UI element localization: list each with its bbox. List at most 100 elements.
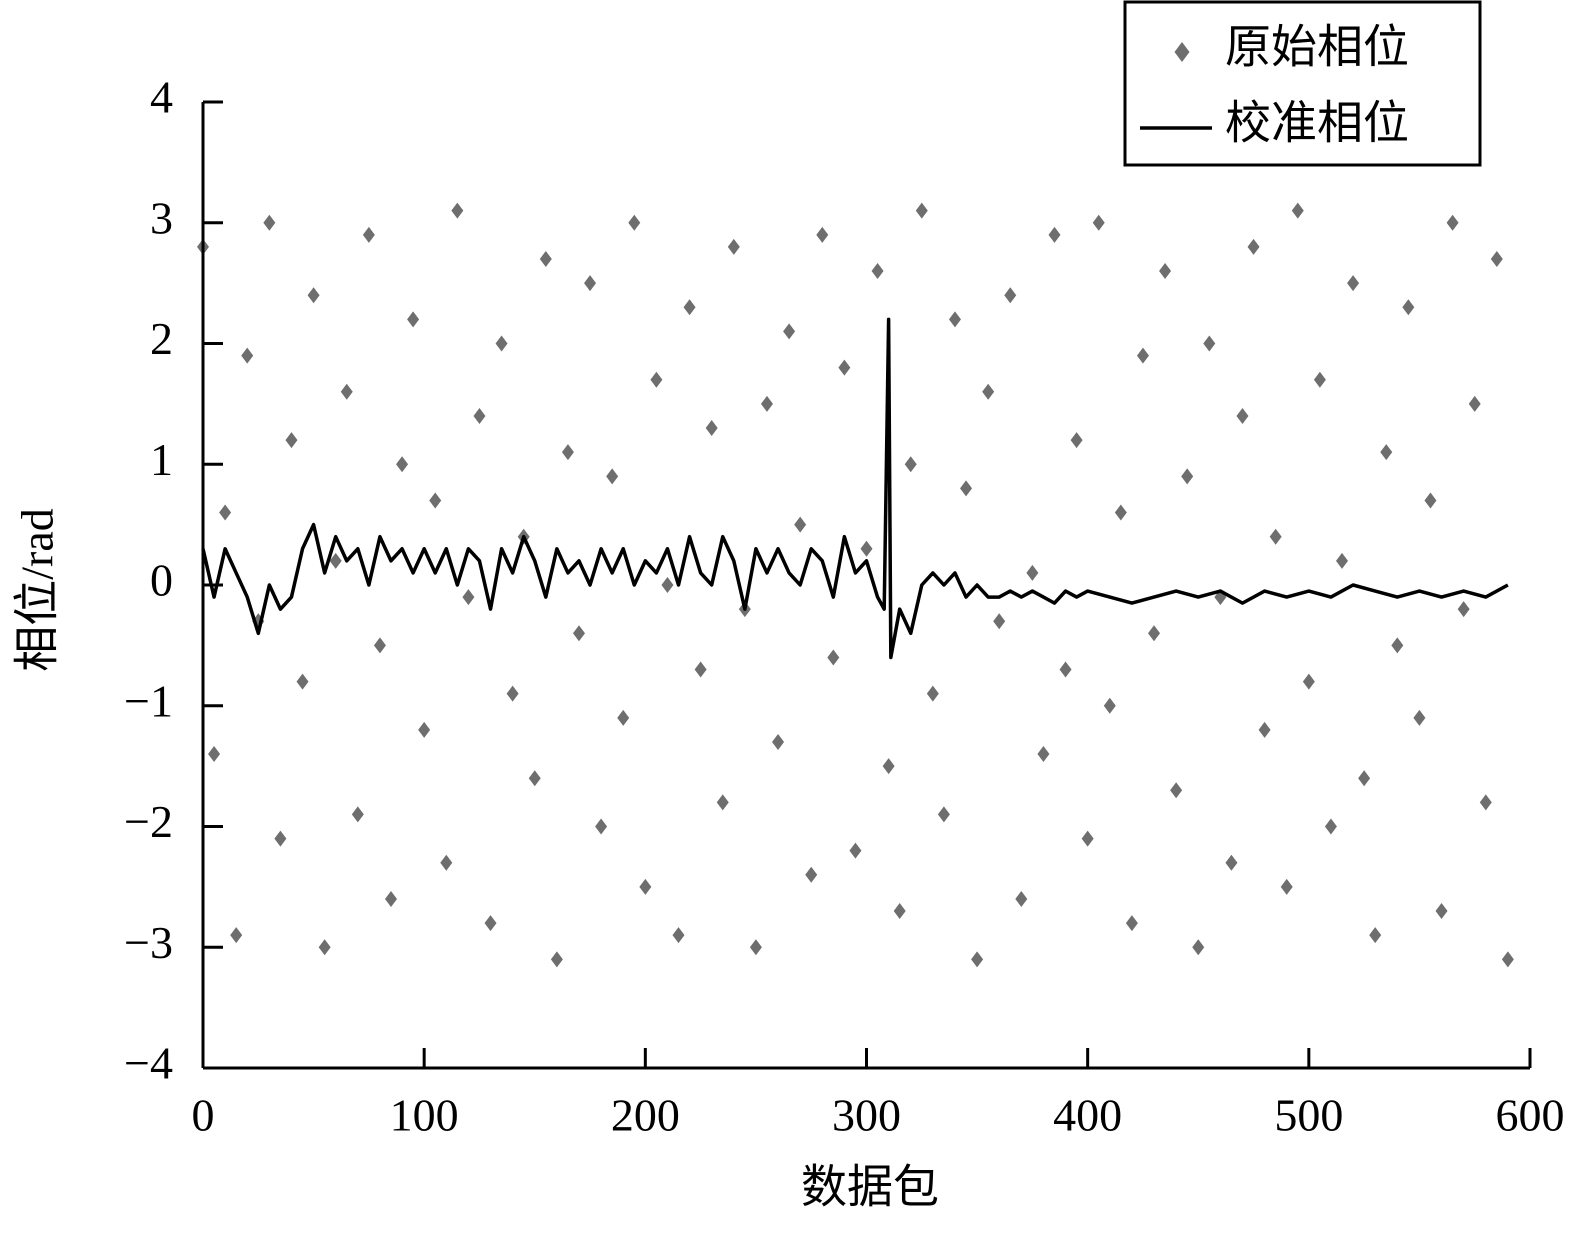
y-tick-label: −4 — [124, 1038, 173, 1089]
scatter-point — [528, 770, 541, 787]
scatter-point — [451, 202, 464, 219]
scatter-point — [960, 480, 973, 497]
x-tick-label: 300 — [832, 1090, 901, 1141]
scatter-point — [274, 830, 287, 847]
scatter-point — [418, 721, 431, 738]
scatter-point — [1048, 226, 1061, 243]
scatter-point — [1479, 794, 1492, 811]
scatter-point — [429, 492, 442, 509]
scatter-point — [783, 323, 796, 340]
scatter-point — [1358, 770, 1371, 787]
scatter-point — [915, 202, 928, 219]
scatter-point — [561, 444, 574, 461]
scatter-point — [219, 504, 232, 521]
scatter-point — [285, 432, 298, 449]
scatter-point — [1181, 468, 1194, 485]
scatter-point — [971, 951, 984, 968]
scatter-point — [904, 456, 917, 473]
scatter-point — [595, 818, 608, 835]
scatter-point — [1347, 275, 1360, 292]
x-tick-label: 0 — [192, 1090, 215, 1141]
scatter-point — [1236, 407, 1249, 424]
scatter-point — [606, 468, 619, 485]
scatter-point — [362, 226, 375, 243]
x-axis-label: 数据包 — [801, 1162, 939, 1213]
scatter-point — [749, 939, 762, 956]
scatter-point — [1225, 854, 1238, 871]
y-tick-label: −3 — [124, 917, 173, 968]
x-tick-label: 200 — [611, 1090, 680, 1141]
y-tick-label: 2 — [150, 313, 173, 364]
scatter-point — [473, 407, 486, 424]
y-axis-label: 相位/rad — [12, 508, 63, 672]
scatter-point — [1059, 661, 1072, 678]
scatter-point — [1159, 263, 1172, 280]
scatter-point — [340, 383, 353, 400]
scatter-point — [628, 214, 641, 231]
x-tick-label: 100 — [390, 1090, 459, 1141]
scatter-point — [1258, 721, 1271, 738]
scatter-point — [1501, 951, 1514, 968]
scatter-point — [683, 299, 696, 316]
scatter-point — [572, 625, 585, 642]
scatter-point — [230, 927, 243, 944]
scatter-point — [1468, 395, 1481, 412]
x-tick-label: 500 — [1274, 1090, 1343, 1141]
scatter-point — [794, 516, 807, 533]
scatter-point — [760, 395, 773, 412]
scatter-point — [1336, 552, 1349, 569]
x-tick-label: 400 — [1053, 1090, 1122, 1141]
scatter-point — [1391, 637, 1404, 654]
scatter-point — [1424, 492, 1437, 509]
scatter-point — [440, 854, 453, 871]
scatter-point — [716, 794, 729, 811]
scatter-point — [539, 250, 552, 267]
scatter-point — [982, 383, 995, 400]
scatter-point — [208, 746, 221, 763]
legend-marker — [1174, 42, 1190, 62]
scatter-point — [639, 878, 652, 895]
scatter-point — [1302, 673, 1315, 690]
scatter-point — [937, 806, 950, 823]
scatter-point — [384, 890, 397, 907]
scatter-point — [307, 287, 320, 304]
scatter-point — [1026, 564, 1039, 581]
scatter-point — [1148, 625, 1161, 642]
scatter-point — [650, 371, 663, 388]
scatter-point — [373, 637, 386, 654]
scatter-point — [1269, 528, 1282, 545]
y-tick-label: 0 — [150, 555, 173, 606]
scatter-point — [805, 866, 818, 883]
scatter-point — [849, 842, 862, 859]
scatter-point — [263, 214, 276, 231]
scatter-point — [462, 589, 475, 606]
scatter-point — [1125, 915, 1138, 932]
x-tick-label: 600 — [1496, 1090, 1565, 1141]
scatter-point — [1457, 601, 1470, 618]
scatter-point — [948, 311, 961, 328]
scatter-point — [1435, 903, 1448, 920]
scatter-point — [506, 685, 519, 702]
y-tick-label: −1 — [124, 675, 173, 726]
scatter-point — [838, 359, 851, 376]
scatter-point — [694, 661, 707, 678]
legend-box — [1123, 0, 1482, 167]
scatter-point — [1037, 746, 1050, 763]
scatter-point — [1170, 782, 1183, 799]
scatter-point — [584, 275, 597, 292]
scatter-point — [1192, 939, 1205, 956]
scatter-point — [1136, 347, 1149, 364]
scatter-point — [241, 347, 254, 364]
scatter-point — [860, 540, 873, 557]
scatter-point — [1369, 927, 1382, 944]
y-tick-label: 1 — [150, 434, 173, 485]
scatter-point — [871, 263, 884, 280]
scatter-point — [893, 903, 906, 920]
scatter-point — [484, 915, 497, 932]
scatter-point — [882, 758, 895, 775]
scatter-point — [1070, 432, 1083, 449]
scatter-point — [1291, 202, 1304, 219]
scatter-point — [1004, 287, 1017, 304]
scatter-point — [351, 806, 364, 823]
